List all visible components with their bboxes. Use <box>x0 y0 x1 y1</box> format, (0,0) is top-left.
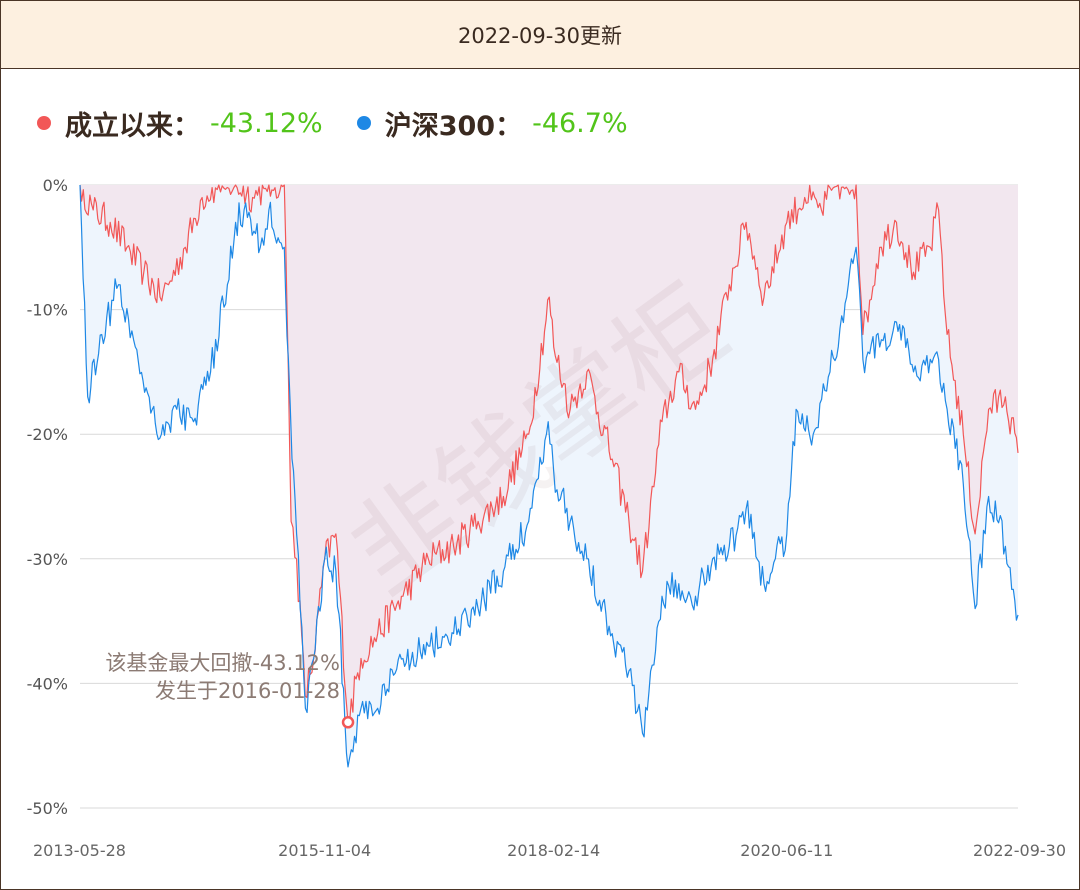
header-bar: 2022-09-30更新 <box>1 1 1079 69</box>
legend-fund-value: -43.12% <box>210 107 323 139</box>
x-tick-label: 2013-05-28 <box>33 841 126 860</box>
legend-fund-label: 成立以来： <box>65 110 200 142</box>
legend: 成立以来： -43.12% 沪深300： -46.7% <box>37 101 662 145</box>
legend-item-index[interactable]: 沪深300： -46.7% <box>356 104 628 143</box>
y-tick-label: 0% <box>43 176 68 195</box>
fund-area <box>80 185 1018 723</box>
y-tick-label: -40% <box>27 674 68 693</box>
y-tick-label: -20% <box>27 425 68 444</box>
y-tick-label: -10% <box>27 301 68 320</box>
index-dot-icon <box>356 116 371 130</box>
x-tick-label: 2015-11-04 <box>278 841 371 860</box>
x-tick-label: 2018-02-14 <box>507 841 600 860</box>
y-tick-label: -30% <box>27 550 68 569</box>
index-line <box>79 184 1019 768</box>
x-tick-label: 2022-09-30 <box>973 841 1066 860</box>
y-tick-label: -50% <box>27 799 68 818</box>
x-tick-label: 2020-06-11 <box>740 841 833 860</box>
lines <box>79 184 1019 768</box>
max-drawdown-marker <box>341 716 355 729</box>
legend-index-label: 沪深300： <box>384 110 523 142</box>
annotation-line1: 该基金最大回撤-43.12% <box>105 651 340 675</box>
fund-dot-icon <box>37 116 51 130</box>
annotation: 该基金最大回撤-43.12% 发生于2016-01-28 <box>105 651 355 729</box>
legend-item-fund[interactable]: 成立以来： -43.12% <box>37 104 323 143</box>
legend-index-value: -46.7% <box>532 107 628 139</box>
update-date-title: 2022-09-30更新 <box>457 23 623 48</box>
axes: 0% -10% -20% -30% -40% -50% 2013-05-28 2015-11-… <box>27 176 1066 860</box>
fund-line <box>79 184 1019 723</box>
areas <box>80 185 1018 767</box>
annotation-line2: 发生于2016-01-28 <box>155 679 340 703</box>
